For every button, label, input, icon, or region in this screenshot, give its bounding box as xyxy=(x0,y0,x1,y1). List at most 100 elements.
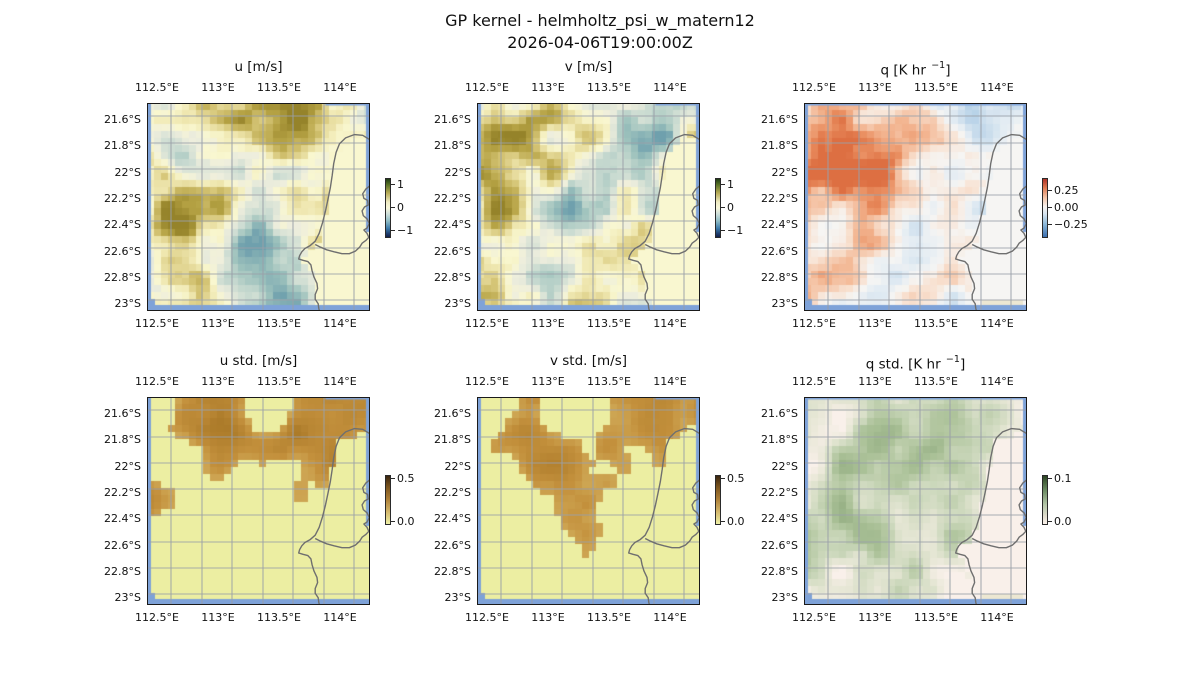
panel-title-v: v [m/s] xyxy=(477,58,700,76)
colorbar-tick xyxy=(721,230,725,231)
coastline-west xyxy=(628,427,700,605)
panel-title-q_std: q std. [K hr −1] xyxy=(804,352,1027,374)
lat-tick-label: 21.8°S xyxy=(761,139,798,152)
map-frame xyxy=(477,103,700,311)
lon-tick-label-bottom: 113.5°E xyxy=(914,317,958,330)
colorbar-q xyxy=(1042,178,1048,238)
lat-tick-label: 21.8°S xyxy=(434,139,471,152)
lat-tick-label: 22.6°S xyxy=(434,245,471,258)
coastline-west xyxy=(628,133,700,311)
heatmap-canvas-q xyxy=(804,103,1027,311)
lat-tick-label: 21.8°S xyxy=(104,139,141,152)
lat-tick-label: 21.8°S xyxy=(104,433,141,446)
heatmap-canvas-v_std xyxy=(477,397,700,605)
map-q_std xyxy=(804,397,1027,605)
map-overlay-u_std xyxy=(147,397,370,605)
coastline-east xyxy=(644,478,700,549)
heatmap-canvas-u xyxy=(147,103,370,311)
colorbar-v_std xyxy=(715,475,721,525)
lon-tick-label-bottom: 112.5°E xyxy=(465,317,509,330)
panel-title-text: ] xyxy=(959,356,966,373)
lon-tick-label-bottom: 113.5°E xyxy=(257,611,301,624)
heatmap-canvas-q_std xyxy=(804,397,1027,605)
lon-tick-label-top: 113°E xyxy=(531,81,565,94)
lat-tick-label: 22.8°S xyxy=(761,271,798,284)
lon-tick-label-bottom: 113.5°E xyxy=(257,317,301,330)
lat-tick-label: 21.6°S xyxy=(434,407,471,420)
lat-tick-label: 22.6°S xyxy=(104,539,141,552)
colorbar-tick xyxy=(721,184,725,185)
lat-tick-label: 22.4°S xyxy=(434,512,471,525)
lat-tick-label: 21.6°S xyxy=(761,407,798,420)
lat-tick-label: 23°S xyxy=(771,297,798,310)
coastline-east xyxy=(314,478,370,549)
lon-tick-label-bottom: 114°E xyxy=(653,611,687,624)
lat-tick-label: 22.2°S xyxy=(104,486,141,499)
lat-tick-label: 22°S xyxy=(114,166,141,179)
panel-title-text: v std. [m/s] xyxy=(549,353,628,369)
lon-tick-label-top: 113°E xyxy=(858,81,892,94)
lat-tick-label: 22.6°S xyxy=(761,539,798,552)
colorbar-tick xyxy=(721,207,725,208)
lat-tick-label: 22.4°S xyxy=(761,218,798,231)
panel-title-text: ] xyxy=(945,62,951,79)
panel-title-superscript: −1 xyxy=(945,354,960,365)
lon-tick-label-top: 114°E xyxy=(653,81,687,94)
coastline-west xyxy=(298,133,370,311)
lat-tick-label: 23°S xyxy=(444,591,471,604)
lon-tick-label-bottom: 114°E xyxy=(653,317,687,330)
colorbar-tick-label: 0.5 xyxy=(727,472,745,485)
lat-tick-label: 21.8°S xyxy=(434,433,471,446)
heatmap-canvas-v xyxy=(477,103,700,311)
heatmap-canvas-u_std xyxy=(147,397,370,605)
lon-tick-label-top: 113.5°E xyxy=(914,375,958,388)
map-frame xyxy=(147,103,370,311)
lon-tick-label-top: 112.5°E xyxy=(465,375,509,388)
lon-tick-label-bottom: 113°E xyxy=(531,611,565,624)
map-overlay-q_std xyxy=(804,397,1027,605)
lat-tick-label: 22.2°S xyxy=(434,192,471,205)
lat-tick-label: 22°S xyxy=(114,460,141,473)
lon-tick-label-bottom: 113.5°E xyxy=(587,317,631,330)
colorbar-tick xyxy=(391,207,395,208)
coastline-west xyxy=(955,427,1027,605)
lon-tick-label-top: 114°E xyxy=(980,375,1014,388)
map-frame xyxy=(147,397,370,605)
lat-tick-label: 22.2°S xyxy=(104,192,141,205)
lon-tick-label-bottom: 113°E xyxy=(531,317,565,330)
lat-tick-label: 23°S xyxy=(444,297,471,310)
lat-tick-label: 22.8°S xyxy=(104,565,141,578)
lon-tick-label-bottom: 113°E xyxy=(201,611,235,624)
colorbar-tick xyxy=(1048,478,1052,479)
lat-tick-label: 22.2°S xyxy=(761,192,798,205)
panel-title-q: q [K hr −1] xyxy=(804,58,1027,80)
figure-subtitle: 2026-04-06T19:00:00Z xyxy=(507,33,693,52)
colorbar-tick-label: 0 xyxy=(727,201,734,214)
lon-tick-label-top: 112.5°E xyxy=(465,81,509,94)
colorbar-u_std xyxy=(385,475,391,525)
lon-tick-label-bottom: 112.5°E xyxy=(135,611,179,624)
lat-tick-label: 22.4°S xyxy=(761,512,798,525)
lon-tick-label-top: 113°E xyxy=(531,375,565,388)
lon-tick-label-top: 114°E xyxy=(980,81,1014,94)
colorbar-tick xyxy=(1048,190,1052,191)
lon-tick-label-top: 112.5°E xyxy=(135,375,179,388)
lat-tick-label: 22.8°S xyxy=(761,565,798,578)
colorbar-tick-label: −1 xyxy=(397,224,414,237)
colorbar-tick xyxy=(391,230,395,231)
lon-tick-label-top: 114°E xyxy=(323,375,357,388)
map-frame xyxy=(477,397,700,605)
lat-tick-label: 22.6°S xyxy=(434,539,471,552)
colorbar-v xyxy=(715,178,721,238)
panel-title-u: u [m/s] xyxy=(147,58,370,76)
lon-tick-label-top: 113.5°E xyxy=(914,81,958,94)
map-overlay-q xyxy=(804,103,1027,311)
lon-tick-label-top: 113°E xyxy=(858,375,892,388)
map-overlay-v_std xyxy=(477,397,700,605)
map-frame xyxy=(804,103,1027,311)
lat-tick-label: 21.6°S xyxy=(434,113,471,126)
map-overlay-u xyxy=(147,103,370,311)
lat-tick-label: 22.4°S xyxy=(434,218,471,231)
lat-tick-label: 22.2°S xyxy=(434,486,471,499)
